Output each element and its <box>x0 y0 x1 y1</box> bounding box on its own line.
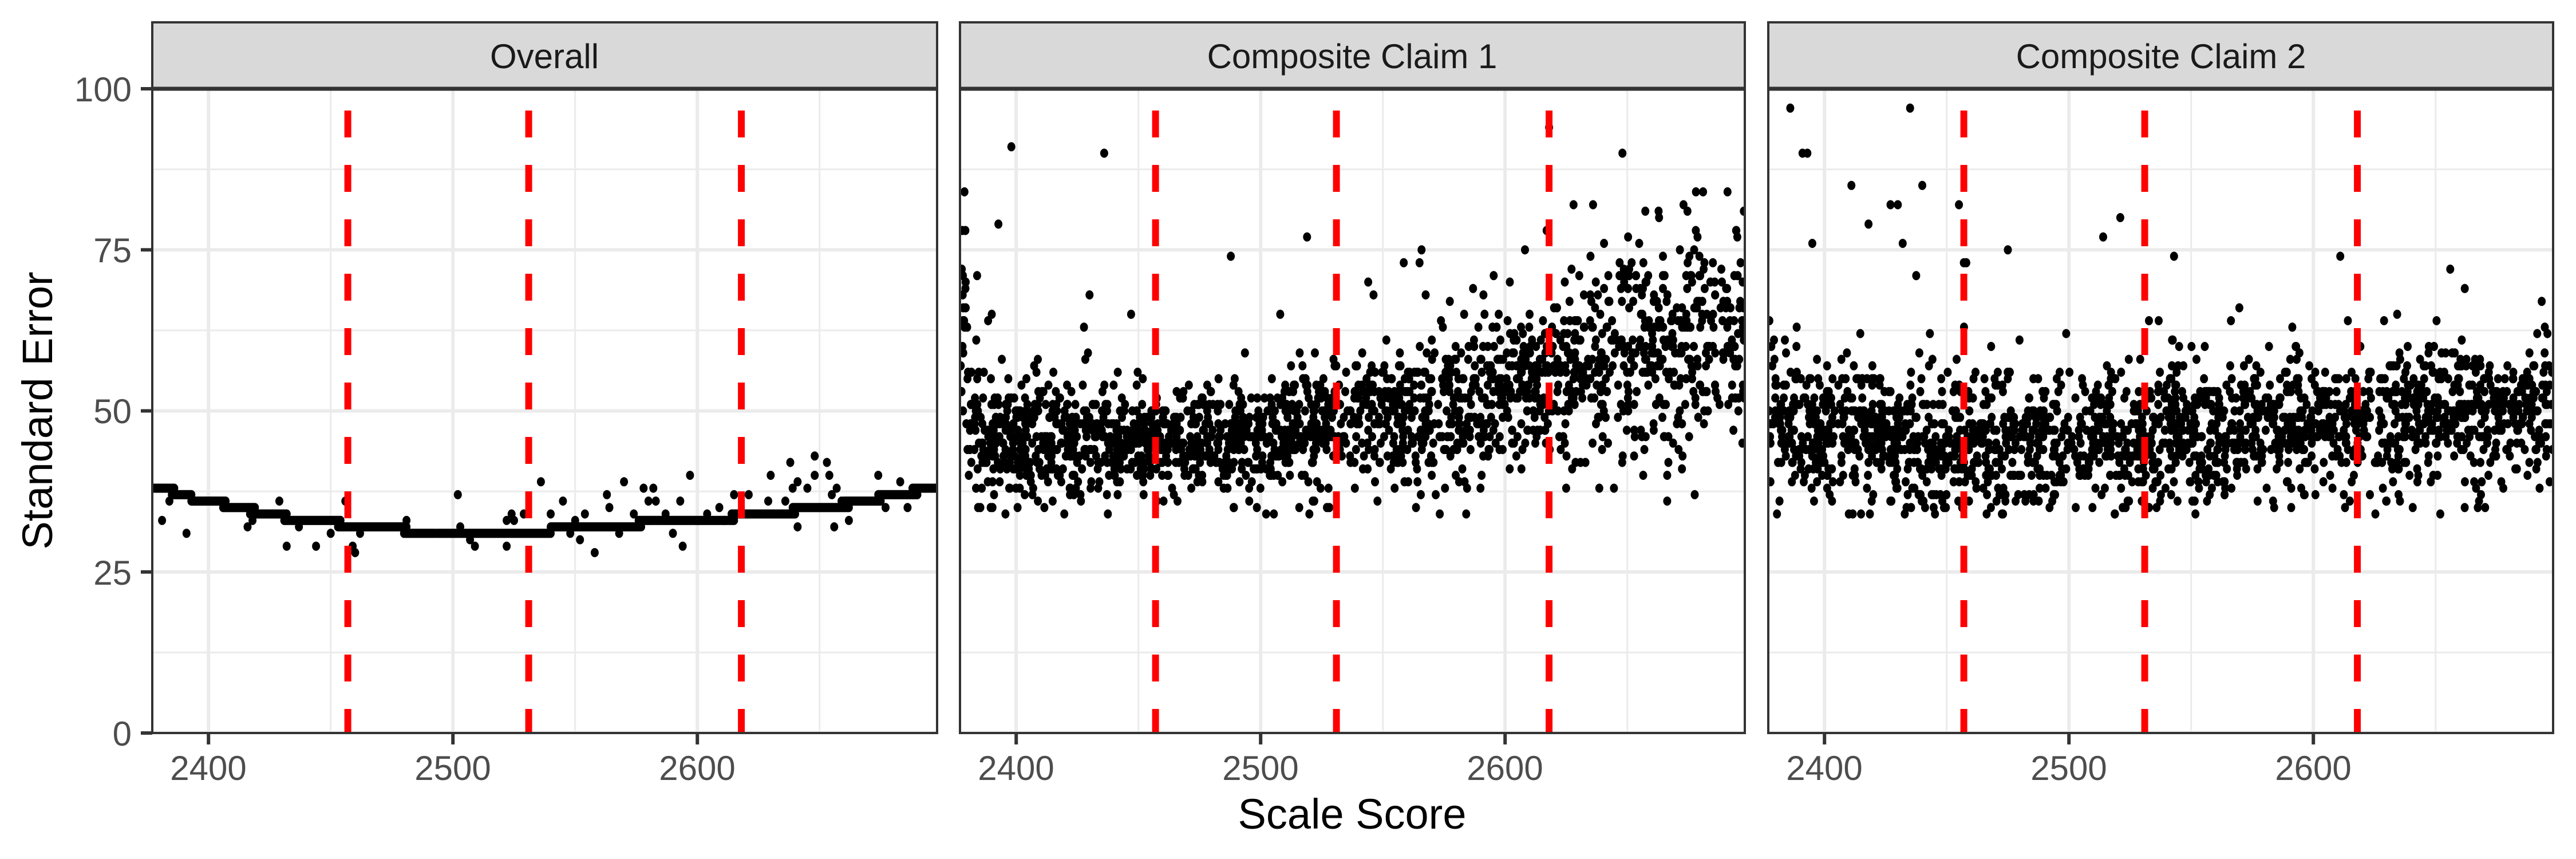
cut-score-lines <box>1152 89 1553 733</box>
y-axis-title: Standard Error <box>14 271 61 549</box>
x-tick-label: 2500 <box>1222 749 1298 787</box>
strip-background <box>959 21 1746 90</box>
x-tick-label: 2400 <box>170 749 246 787</box>
data-points <box>152 451 937 557</box>
x-tick-label: 2600 <box>2275 749 2351 787</box>
panel-composite-claim-1 <box>959 21 1746 744</box>
strip-label-overall: Overall <box>490 37 599 76</box>
y-tick-label: 50 <box>93 392 132 431</box>
strip-background <box>151 21 938 90</box>
x-tick-label: 2600 <box>659 749 735 787</box>
y-tick-label: 25 <box>93 554 132 592</box>
x-axis-composite-claim-1: 2400 2500 2600 <box>978 749 1543 787</box>
x-tick-label: 2500 <box>414 749 491 787</box>
cut-score-lines <box>1960 89 2361 733</box>
x-axis-overall: 2400 2500 2600 <box>170 749 735 787</box>
data-points <box>960 123 1745 519</box>
gridlines <box>152 89 937 733</box>
panel-overall <box>141 21 938 744</box>
strip-label-composite-claim-1: Composite Claim 1 <box>1207 37 1498 76</box>
y-tick-label: 75 <box>93 231 132 270</box>
x-tick-label: 2400 <box>1786 749 1862 787</box>
x-tick-label: 2500 <box>2030 749 2107 787</box>
x-axis-composite-claim-2: 2400 2500 2600 <box>1786 749 2351 787</box>
strip-label-composite-claim-2: Composite Claim 2 <box>2016 37 2306 76</box>
cut-score-lines <box>344 89 745 733</box>
panel-composite-claim-2 <box>1767 21 2554 744</box>
x-tick-label: 2400 <box>978 749 1054 787</box>
y-tick-label: 0 <box>113 715 132 753</box>
y-tick-label: 100 <box>74 70 132 109</box>
x-tick-label: 2600 <box>1467 749 1543 787</box>
x-axis-title: Scale Score <box>1238 790 1467 838</box>
y-axis: 0 25 50 75 100 <box>74 70 132 753</box>
